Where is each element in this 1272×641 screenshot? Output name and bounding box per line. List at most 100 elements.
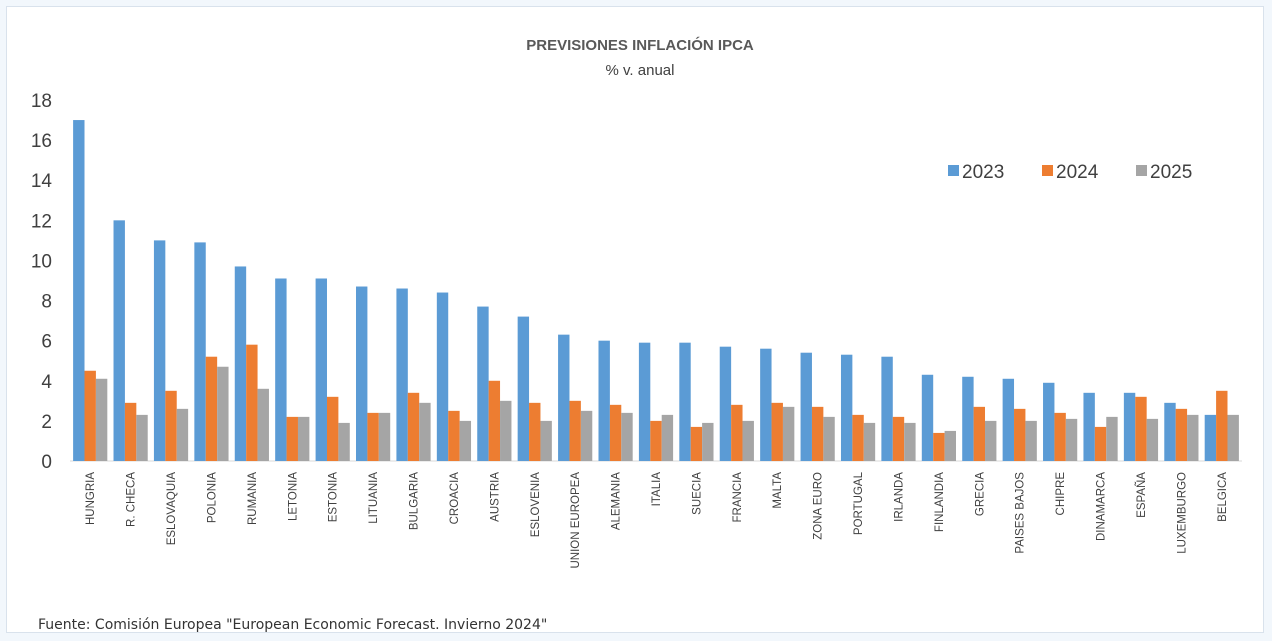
bar-2025-dinamarca	[1106, 416, 1118, 461]
x-tick-label: POLONIA	[206, 472, 218, 523]
x-tick-label: CHIPRE	[1055, 472, 1067, 516]
bar-2023-letonia	[275, 278, 287, 461]
bar-2023-francia	[719, 346, 732, 461]
bar-2023-alemania	[598, 340, 610, 461]
x-tick-label: ALEMANIA	[611, 472, 623, 530]
chart-subtitle: % v. anual	[606, 62, 675, 79]
bar-2023-bulgaria	[396, 288, 408, 461]
y-tick-label: 14	[31, 171, 53, 192]
bar-2023-finlandia	[921, 374, 934, 461]
bar-2024-suecia	[690, 426, 703, 461]
bar-2025-estonia	[338, 422, 350, 461]
x-tick-label: CROACIA	[449, 472, 461, 525]
bar-2023-r-checa	[113, 220, 125, 461]
bar-2023-polonia	[194, 242, 206, 461]
bar-2024-rumania	[246, 344, 258, 461]
bar-2024-dinamarca	[1094, 426, 1107, 461]
bar-2024-union-europea	[569, 400, 581, 461]
x-tick-label: LUXEMBURGO	[1176, 472, 1188, 554]
bar-2024-polonia	[205, 356, 218, 461]
bar-2025-r-checa	[136, 414, 148, 461]
bar-2025-hungria	[95, 378, 108, 461]
y-tick-label: 18	[31, 91, 52, 112]
x-tick-label: MALTA	[772, 472, 784, 509]
bar-2023-eslovenia	[517, 316, 530, 461]
bar-2023-suecia	[679, 342, 691, 461]
x-tick-label: GRECIA	[974, 472, 986, 516]
x-tick-label: SUECIA	[691, 472, 703, 515]
bar-2024-bulgaria	[407, 392, 420, 461]
bar-2024-hungria	[84, 370, 96, 461]
bar-2025-bulgaria	[419, 402, 431, 461]
bar-2025-españa	[1146, 418, 1159, 461]
bar-2025-italia	[661, 414, 674, 461]
bar-2024-chipre	[1054, 412, 1066, 461]
x-tick-label: ESPAÑA	[1135, 472, 1148, 518]
y-tick-label: 12	[31, 211, 52, 232]
bar-2025-eslovenia	[540, 420, 552, 461]
x-tick-label: FRANCIA	[732, 472, 744, 523]
bar-2024-lituania	[367, 412, 379, 461]
bar-2024-irlanda	[892, 416, 905, 461]
bar-2024-croacia	[448, 410, 460, 461]
x-tick-label: HUNGRIA	[85, 472, 97, 525]
bar-2025-luxemburgo	[1187, 414, 1199, 461]
bar-2023-italia	[638, 342, 651, 461]
bar-2025-portugal	[863, 422, 876, 461]
bar-2023-zona-euro	[800, 352, 812, 461]
bar-2025-polonia	[217, 366, 229, 461]
bar-2024-finlandia	[933, 432, 945, 461]
bar-2023-hungria	[73, 120, 85, 462]
bar-2023-union-europea	[558, 334, 570, 461]
bar-2025-paises-bajos	[1025, 420, 1037, 461]
bar-2025-irlanda	[904, 422, 916, 461]
bar-2025-rumania	[257, 388, 269, 461]
bar-2024-estonia	[326, 396, 339, 461]
x-tick-label: BELGICA	[1217, 472, 1229, 522]
bar-2024-austria	[488, 380, 501, 461]
legend-swatch-2025	[1136, 165, 1147, 176]
bar-2023-luxemburgo	[1164, 402, 1176, 461]
bar-2023-croacia	[436, 292, 449, 461]
bar-2025-belgica	[1227, 414, 1239, 461]
legend-label-2024: 2024	[1056, 162, 1099, 183]
x-tick-label: R. CHECA	[126, 472, 138, 527]
legend-swatch-2023	[948, 165, 959, 176]
bar-2025-eslovaquia	[176, 408, 189, 461]
bar-2025-alemania	[621, 412, 633, 461]
bar-2023-belgica	[1204, 414, 1217, 461]
y-tick-label: 2	[41, 412, 52, 433]
x-tick-label: FINLANDIA	[934, 472, 946, 532]
y-tick-label: 16	[31, 131, 52, 152]
bar-2025-finlandia	[944, 430, 956, 461]
bar-2024-letonia	[286, 416, 298, 461]
bar-2023-portugal	[840, 354, 853, 461]
bar-2023-lituania	[356, 286, 368, 461]
bar-2025-letonia	[297, 416, 310, 461]
bar-2024-r-checa	[124, 402, 137, 461]
bar-2024-belgica	[1216, 390, 1228, 461]
bar-2025-malta	[782, 406, 795, 461]
bar-2025-zona-euro	[823, 416, 835, 461]
bar-2023-malta	[760, 348, 772, 461]
bar-2025-francia	[742, 420, 754, 461]
bar-2023-rumania	[234, 266, 247, 461]
chart-frame	[6, 6, 1264, 633]
bar-2023-eslovaquia	[153, 240, 166, 461]
bar-2023-chipre	[1043, 382, 1055, 461]
bar-2024-luxemburgo	[1175, 408, 1188, 461]
x-tick-label: ESLOVAQUIA	[166, 472, 178, 546]
bar-2025-grecia	[985, 420, 997, 461]
x-tick-label: DINAMARCA	[1096, 472, 1108, 541]
y-tick-label: 0	[41, 452, 52, 473]
bar-2023-estonia	[315, 278, 327, 461]
bar-2024-alemania	[609, 404, 622, 461]
x-axis: HUNGRIA R. CHECA ESLOVAQUIA POLONIA RUMANIA L…	[85, 471, 1229, 568]
bar-2024-españa	[1135, 396, 1147, 461]
bar-2025-chipre	[1065, 418, 1078, 461]
legend: 2023 2024 2025	[948, 162, 1192, 183]
bar-2024-portugal	[852, 414, 864, 461]
x-tick-label: AUSTRIA	[489, 472, 501, 522]
bar-2024-zona-euro	[811, 406, 824, 461]
